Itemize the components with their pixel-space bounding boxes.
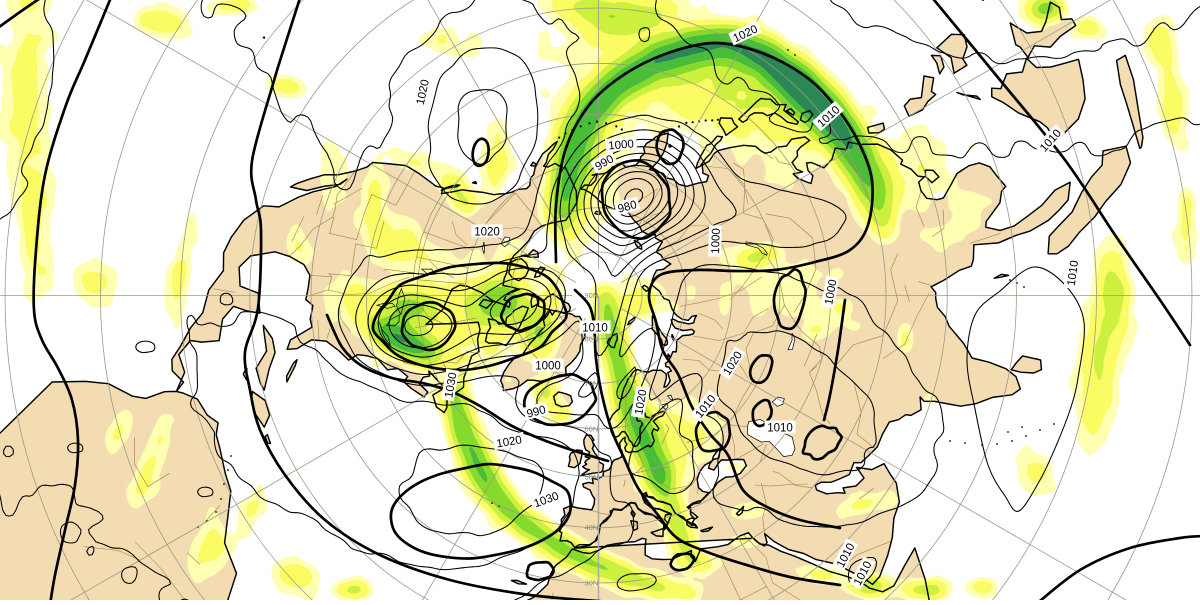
svg-text:1020: 1020	[474, 226, 500, 238]
svg-text:70N: 70N	[585, 379, 599, 388]
svg-text:80N: 80N	[585, 335, 599, 344]
svg-text:980: 980	[617, 199, 639, 216]
svg-text:1000: 1000	[710, 228, 723, 254]
svg-text:1030: 1030	[443, 372, 459, 399]
svg-text:1020: 1020	[633, 389, 649, 416]
svg-text:1000: 1000	[535, 360, 561, 372]
svg-text:60N: 60N	[585, 424, 599, 433]
svg-text:1010: 1010	[1066, 260, 1081, 287]
svg-text:1000: 1000	[608, 138, 635, 152]
svg-text:990: 990	[526, 404, 548, 421]
svg-text:1020: 1020	[496, 434, 523, 450]
svg-text:50N: 50N	[585, 472, 599, 481]
svg-text:1000: 1000	[823, 279, 839, 306]
svg-text:90N: 90N	[585, 291, 599, 300]
svg-text:1020: 1020	[415, 79, 432, 107]
svg-text:1010: 1010	[582, 322, 608, 334]
svg-text:1010: 1010	[767, 422, 793, 434]
svg-text:30N: 30N	[585, 579, 599, 588]
svg-text:40N: 40N	[585, 523, 599, 532]
